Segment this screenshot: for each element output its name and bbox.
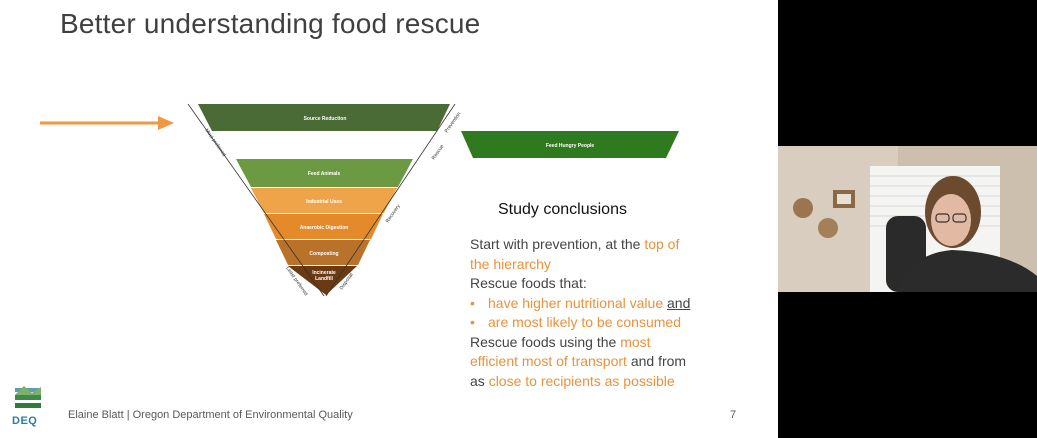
tier-industrial-label: Industrial Uses — [306, 199, 342, 205]
conclusion-line: efficient most of transport and from — [470, 353, 687, 369]
tier-source-reduction-label: Source Reduction — [304, 116, 347, 122]
food-recovery-hierarchy: Source Reduction Feed Hungry People Feed… — [40, 103, 679, 297]
tier-incinerate-label-2: Landfill — [315, 276, 333, 282]
conclusion-bullet: • have higher nutritional value and — [470, 294, 691, 311]
webcam-video-feed — [778, 146, 1037, 292]
tier-source-reduction — [198, 104, 450, 131]
conclusions-heading: Study conclusions — [498, 201, 627, 218]
tier-feed-animals — [236, 159, 413, 187]
conclusion-line: Rescue foods using the most — [470, 333, 651, 350]
presentation-slide: Better understanding food rescue Source … — [0, 0, 778, 438]
slide-footer: Elaine Blatt | Oregon Department of Envi… — [68, 409, 353, 421]
conclusion-line: Start with prevention, at the top of — [470, 236, 680, 252]
conclusion-line: Rescue foods that: — [470, 275, 587, 291]
side-label-most-preferred: Most preferred — [203, 128, 227, 158]
deq-logo-text: DEQ — [12, 415, 38, 427]
tier-incinerate-landfill — [288, 266, 357, 295]
side-label-rescue: Rescue — [431, 144, 446, 162]
side-label-prevention: Prevention — [444, 111, 463, 134]
side-arrows — [187, 103, 456, 297]
tier-anaerobic-digestion — [264, 214, 383, 239]
slide-page-number: 7 — [730, 409, 737, 421]
tier-industrial-uses — [251, 188, 397, 213]
conclusions-body: Start with prevention, at the top of the… — [470, 235, 750, 391]
tier-incinerate-label-1: Incinerate — [312, 270, 336, 276]
pointer-arrow — [40, 116, 174, 130]
presenter-video-image — [778, 146, 1037, 292]
tier-feed-hungry-label: Feed Hungry People — [546, 143, 595, 149]
tier-feed-animals-label: Feed Animals — [308, 171, 341, 177]
conclusion-bullet: • are most likely to be consumed — [470, 314, 681, 330]
tier-feed-hungry-people — [461, 131, 679, 158]
conclusion-line: the hierarchy — [470, 255, 551, 272]
slide-title: Better understanding food rescue — [60, 8, 481, 39]
deq-logo-icon — [15, 386, 41, 408]
conclusion-line: as close to recipients as possible — [470, 372, 675, 389]
tier-anaerobic-label: Anaerobic Digestion — [300, 225, 349, 231]
tier-composting — [276, 240, 370, 265]
tier-composting-label: Composting — [309, 251, 338, 257]
